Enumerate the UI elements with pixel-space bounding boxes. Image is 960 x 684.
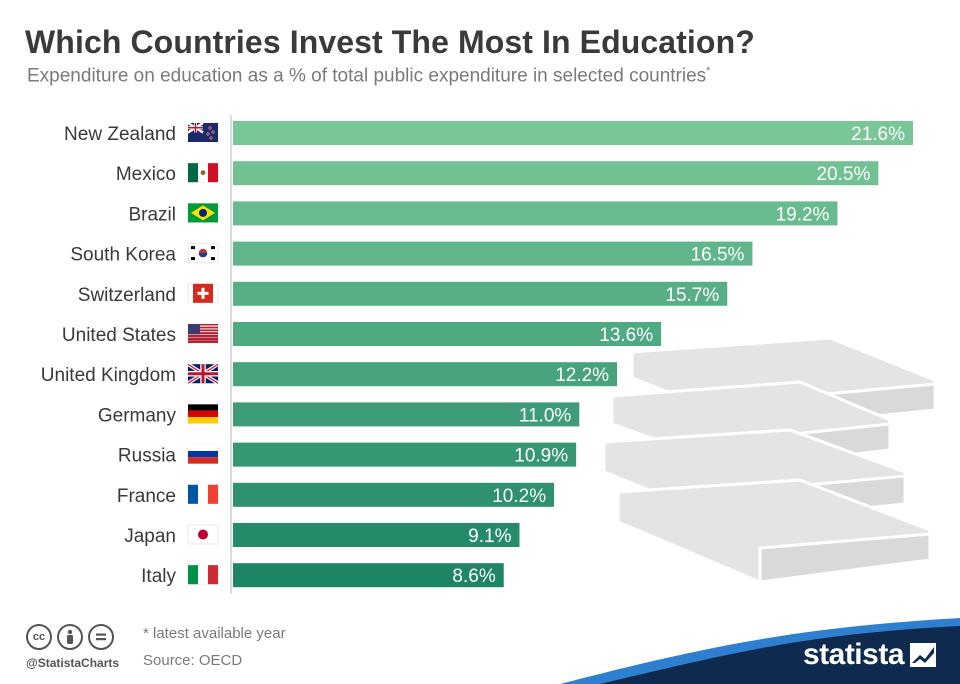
bar: [233, 362, 618, 387]
bar: [233, 563, 504, 588]
chart-subtitle: Expenditure on education as a % of total…: [27, 65, 710, 87]
category-label: Russia: [118, 446, 177, 467]
category-label: Brazil: [128, 204, 176, 225]
category-label: Italy: [141, 566, 176, 587]
source-note: Source: OECD: [143, 652, 243, 669]
flag-south-korea: [187, 243, 219, 263]
flag-switzerland: [187, 283, 219, 304]
subtitle-footnote-mark: *: [706, 65, 711, 77]
bar: [233, 482, 555, 507]
value-label: 15.7%: [665, 285, 719, 306]
bar: [233, 322, 662, 346]
flag-france: [187, 484, 219, 505]
flag-russia: [187, 444, 219, 464]
bar: [233, 281, 728, 306]
category-label: New Zealand: [64, 124, 176, 145]
flag-united-kingdom: [187, 362, 219, 385]
value-label: 19.2%: [776, 204, 830, 225]
bar-row-new-zealand: New Zealand 21.6%: [64, 121, 913, 145]
category-label: Japan: [124, 526, 176, 547]
bar-row-united-states: United States 13.6%: [62, 322, 662, 346]
value-label: 11.0%: [519, 405, 572, 426]
value-label: 8.6%: [452, 566, 495, 587]
bar-row-japan: Japan 9.1%: [124, 523, 520, 547]
value-label: 16.5%: [691, 245, 745, 266]
books-illustration: [602, 336, 937, 584]
value-label: 9.1%: [468, 526, 511, 547]
flag-germany: [187, 404, 219, 424]
bar: [233, 241, 753, 266]
footnote: * latest available year: [143, 625, 286, 642]
subtitle-text: Expenditure on education as a % of total…: [27, 65, 707, 87]
bar-row-russia: Russia 10.9%: [118, 442, 577, 467]
flag-italy: [187, 564, 219, 585]
bar: [233, 161, 879, 186]
brand-band-dark: [600, 626, 960, 684]
bar-row-germany: Germany 11.0%: [98, 402, 580, 427]
no-derivatives-icon: [88, 624, 114, 650]
value-label: 21.6%: [851, 124, 905, 145]
license-icons: cc: [26, 624, 114, 650]
flag-mexico: [187, 162, 219, 183]
value-label: 10.9%: [514, 446, 568, 467]
bar-row-united-kingdom: United Kingdom 12.2%: [41, 362, 618, 387]
value-label: 12.2%: [555, 365, 609, 386]
category-label: United States: [62, 325, 176, 346]
bar-row-france: France 10.2%: [117, 482, 555, 507]
chart-title: Which Countries Invest The Most In Educa…: [25, 24, 755, 60]
category-label: Mexico: [116, 164, 176, 185]
bar-row-mexico: Mexico 20.5%: [116, 161, 879, 186]
cc-icon: cc: [26, 624, 52, 650]
bar-row-italy: Italy 8.6%: [141, 563, 504, 588]
category-label: Switzerland: [78, 285, 176, 306]
bar: [233, 201, 838, 226]
bar-row-south-korea: South Korea 16.5%: [70, 241, 753, 266]
brand-band: [560, 618, 960, 684]
twitter-handle[interactable]: @StatistaCharts: [26, 656, 120, 670]
value-label: 10.2%: [492, 486, 546, 507]
category-label: France: [117, 486, 176, 507]
by-attribution-icon: [57, 624, 83, 650]
category-label: South Korea: [70, 245, 176, 266]
bar: [233, 121, 913, 145]
bar: [233, 402, 580, 427]
bar: [233, 523, 520, 547]
value-label: 20.5%: [816, 164, 870, 185]
flag-japan: [187, 524, 219, 545]
statista-logo-icon[interactable]: [910, 643, 936, 667]
statista-logo-text[interactable]: statista: [802, 638, 905, 671]
flag-new-zealand: [187, 121, 219, 143]
bar-row-switzerland: Switzerland 15.7%: [78, 281, 728, 306]
flag-united-states: [187, 323, 219, 344]
bar-row-brazil: Brazil 19.2%: [128, 201, 838, 226]
category-label: United Kingdom: [41, 365, 176, 386]
flag-brazil: [187, 203, 219, 223]
bars-layer: New Zealand 21.6% Mexico 20.5% Brazil 19.2% So…: [41, 121, 913, 588]
category-label: Germany: [98, 405, 177, 426]
value-label: 13.6%: [599, 325, 653, 346]
bar: [233, 442, 577, 467]
